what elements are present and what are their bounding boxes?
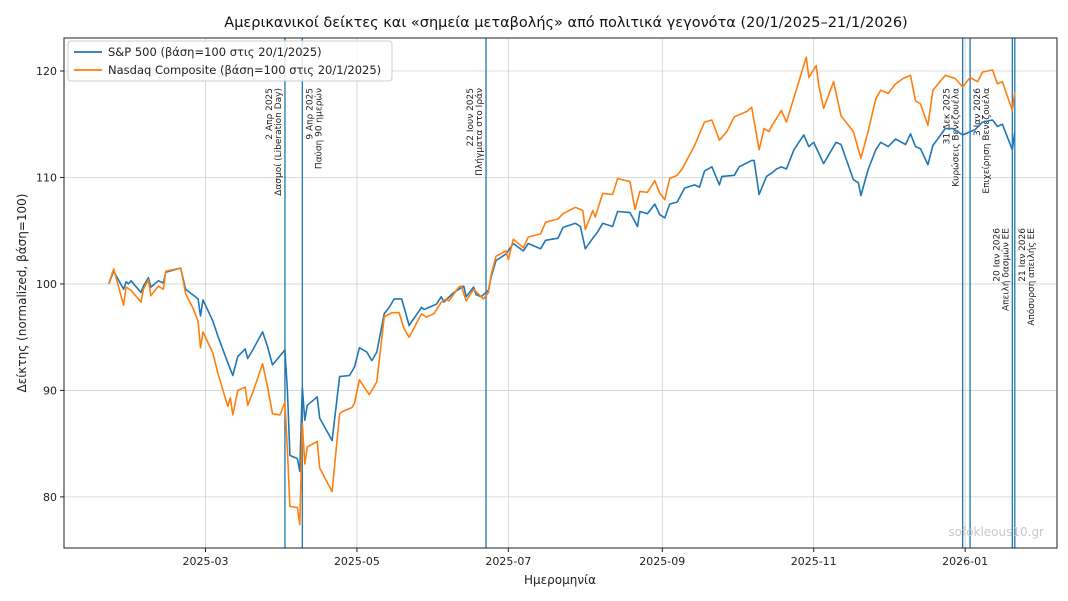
chart-title: Αμερικανικοί δείκτες και «σημεία μεταβολ… xyxy=(224,15,907,31)
event-date: 3 Ιαν 2026 xyxy=(973,88,983,136)
grid xyxy=(64,38,1057,548)
event-description: Πλήγματα στο Ιράν xyxy=(475,88,485,176)
plot-frame xyxy=(63,37,1058,549)
y-tick-label: 120 xyxy=(36,65,57,78)
event-description: Επιχείρηση Βενεζουέλα xyxy=(981,88,992,194)
y-tick-label: 80 xyxy=(43,491,57,504)
event-date: 22 Ιουν 2025 xyxy=(466,88,476,146)
axis-ticks: 2025-03 2025-05 2025-07 2025-09 2025-11 2026-… xyxy=(36,65,988,568)
event-description: Δασμοί (Liberation Day) xyxy=(274,88,284,196)
y-tick-label: 110 xyxy=(36,171,57,184)
event-label: 20 Ιαν 2026Απειλή δασμών ΕΕ xyxy=(992,228,1011,311)
event-label: 3 Ιαν 2026Επιχείρηση Βενεζουέλα xyxy=(973,88,992,194)
event-markers: 2 Απρ 2025Δασμοί (Liberation Day) 9 Απρ 2… xyxy=(265,38,1037,548)
event-date: 20 Ιαν 2026 xyxy=(992,228,1002,282)
x-tick-label: 2025-03 xyxy=(183,555,229,568)
event-description: Απειλή δασμών ΕΕ xyxy=(1000,228,1011,311)
x-tick-label: 2025-07 xyxy=(485,555,531,568)
x-tick-label: 2025-09 xyxy=(639,555,685,568)
event-label: 31 Δεκ 2025Κυρώσεις Βενεζουέλα xyxy=(943,88,962,187)
event-description: Απόσυρση απειλής ΕΕ xyxy=(1026,228,1037,326)
x-tick-label: 2026-01 xyxy=(942,555,988,568)
legend-label-sp500: S&P 500 (βάση=100 στις 20/1/2025) xyxy=(108,45,322,59)
event-date: 2 Απρ 2025 xyxy=(265,88,275,140)
legend: S&P 500 (βάση=100 στις 20/1/2025) Nasdaq… xyxy=(67,40,393,82)
x-tick-label: 2025-11 xyxy=(791,555,837,568)
sp500-line xyxy=(107,119,1016,473)
watermark: sofokleous10.gr xyxy=(948,525,1044,539)
x-axis-label: Ημερομηνία xyxy=(524,573,596,587)
event-date: 21 Ιαν 2026 xyxy=(1018,228,1028,282)
y-tick-label: 90 xyxy=(43,384,57,397)
legend-box xyxy=(67,40,393,82)
y-axis-label: Δείκτης (normalized, βάση=100) xyxy=(15,194,29,393)
event-label: 21 Ιαν 2026Απόσυρση απειλής ΕΕ xyxy=(1018,228,1037,326)
series-lines xyxy=(107,56,1016,526)
event-date: 31 Δεκ 2025 xyxy=(943,88,953,144)
y-tick-label: 100 xyxy=(36,278,57,291)
x-tick-label: 2025-05 xyxy=(334,555,380,568)
event-label: 2 Απρ 2025Δασμοί (Liberation Day) xyxy=(265,88,284,196)
event-label: 22 Ιουν 2025Πλήγματα στο Ιράν xyxy=(466,88,485,176)
event-description: Κυρώσεις Βενεζουέλα xyxy=(951,88,962,187)
event-label: 9 Απρ 2025Παύση 90 ημερών xyxy=(305,88,324,169)
nasdaq-line xyxy=(107,56,1016,526)
event-description: Παύση 90 ημερών xyxy=(313,88,324,169)
legend-label-nasdaq: Nasdaq Composite (βάση=100 στις 20/1/202… xyxy=(108,63,381,77)
event-date: 9 Απρ 2025 xyxy=(305,88,315,140)
